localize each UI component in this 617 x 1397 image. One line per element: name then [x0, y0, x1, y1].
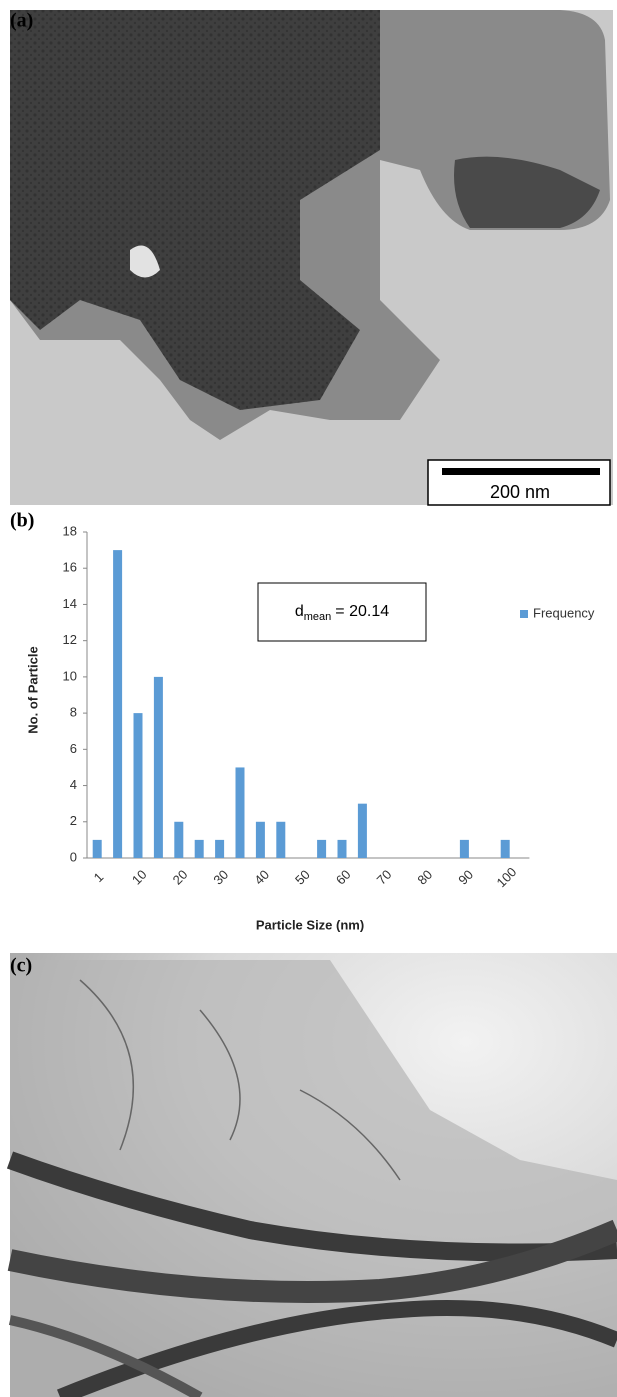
- tem-image-c: [10, 953, 617, 1397]
- bar: [195, 840, 204, 858]
- bar: [256, 822, 265, 858]
- annotation-text: = 20.14: [335, 603, 389, 620]
- y-tick-label: 16: [63, 560, 77, 575]
- panel-label: (a): [10, 10, 33, 32]
- y-axis-title: No. of Particle: [25, 646, 40, 733]
- scale-bar-label: 200 nm: [490, 482, 550, 502]
- x-tick-label: 80: [414, 867, 435, 888]
- x-tick-label: 1: [91, 869, 107, 885]
- y-tick-label: 14: [63, 596, 77, 611]
- bar: [460, 840, 469, 858]
- figure: 200 nm (a) (b) dmean= 20.14 No. of Parti…: [0, 0, 617, 1397]
- bar: [501, 840, 510, 858]
- y-tick-label: 4: [70, 777, 77, 792]
- x-tick-label: 40: [251, 867, 272, 888]
- y-tick-label: 8: [70, 705, 77, 720]
- legend-swatch: [520, 610, 528, 618]
- legend-label: Frequency: [533, 605, 595, 620]
- x-tick-label: 100: [493, 864, 519, 890]
- x-tick-label: 60: [333, 867, 354, 888]
- bar: [113, 550, 122, 858]
- tem-image-a: 200 nm: [10, 10, 613, 505]
- bar: [236, 767, 245, 858]
- y-tick-label: 10: [63, 668, 77, 683]
- x-tick-label: 70: [374, 867, 395, 888]
- bar: [276, 822, 285, 858]
- panel-label: (b): [10, 510, 34, 532]
- y-tick-label: 18: [63, 523, 77, 538]
- bar: [215, 840, 224, 858]
- chart: 0 2 4 6 8 10 12 14 16 18 1 10 20 30 40 50 60 70 80 90 100 Fre…: [63, 523, 595, 890]
- bar: [338, 840, 347, 858]
- bar: [174, 822, 183, 858]
- bar: [154, 677, 163, 858]
- x-tick-label: 10: [129, 867, 150, 888]
- bar: [134, 713, 143, 858]
- x-tick-label: 90: [455, 867, 476, 888]
- bar: [93, 840, 102, 858]
- x-tick-label: 30: [210, 867, 231, 888]
- y-tick-label: 12: [63, 632, 77, 647]
- x-axis-title: Particle Size (nm): [256, 917, 364, 932]
- x-tick-label: 20: [170, 867, 191, 888]
- bar: [317, 840, 326, 858]
- x-tick-label: 50: [292, 867, 313, 888]
- bar: [358, 804, 367, 858]
- annotation-symbol: d: [295, 603, 304, 620]
- y-tick-label: 2: [70, 813, 77, 828]
- y-tick-label: 6: [70, 741, 77, 756]
- y-tick-label: 0: [70, 849, 77, 864]
- annotation-subscript: mean: [304, 611, 332, 623]
- panel-label: (c): [10, 955, 32, 977]
